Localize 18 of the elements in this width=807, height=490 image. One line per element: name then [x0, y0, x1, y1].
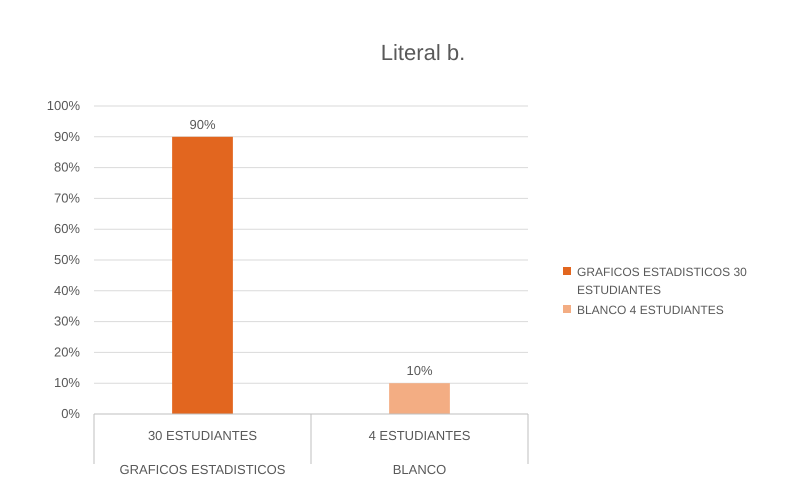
category-label: 4 ESTUDIANTES BLANCO	[368, 428, 470, 477]
data-label: 90%	[189, 116, 216, 132]
y-tick-label: 60%	[54, 221, 80, 236]
y-tick-label: 90%	[54, 128, 80, 144]
y-tick-label: 10%	[54, 375, 80, 390]
y-tick-label: 40%	[54, 282, 80, 298]
category-label: 30 ESTUDIANTES GRAFICOS ESTADISTICOS	[120, 428, 286, 477]
y-tick-label: 20%	[54, 344, 80, 360]
y-tick-label: 70%	[54, 190, 80, 206]
y-tick-label: 80%	[54, 160, 80, 175]
legend-label: GRAFICOS ESTADISTICOS 30 ESTUDIANTES	[577, 265, 748, 297]
chart-title: Literal b.	[380, 40, 466, 65]
y-tick-label: 50%	[54, 252, 80, 267]
y-tick-label: 100%	[46, 98, 80, 113]
y-tick-label: 0%	[61, 406, 80, 421]
legend-label: BLANCO 4 ESTUDIANTES	[577, 303, 724, 317]
y-tick-label: 30%	[54, 314, 80, 329]
data-label: 10%	[406, 363, 433, 378]
